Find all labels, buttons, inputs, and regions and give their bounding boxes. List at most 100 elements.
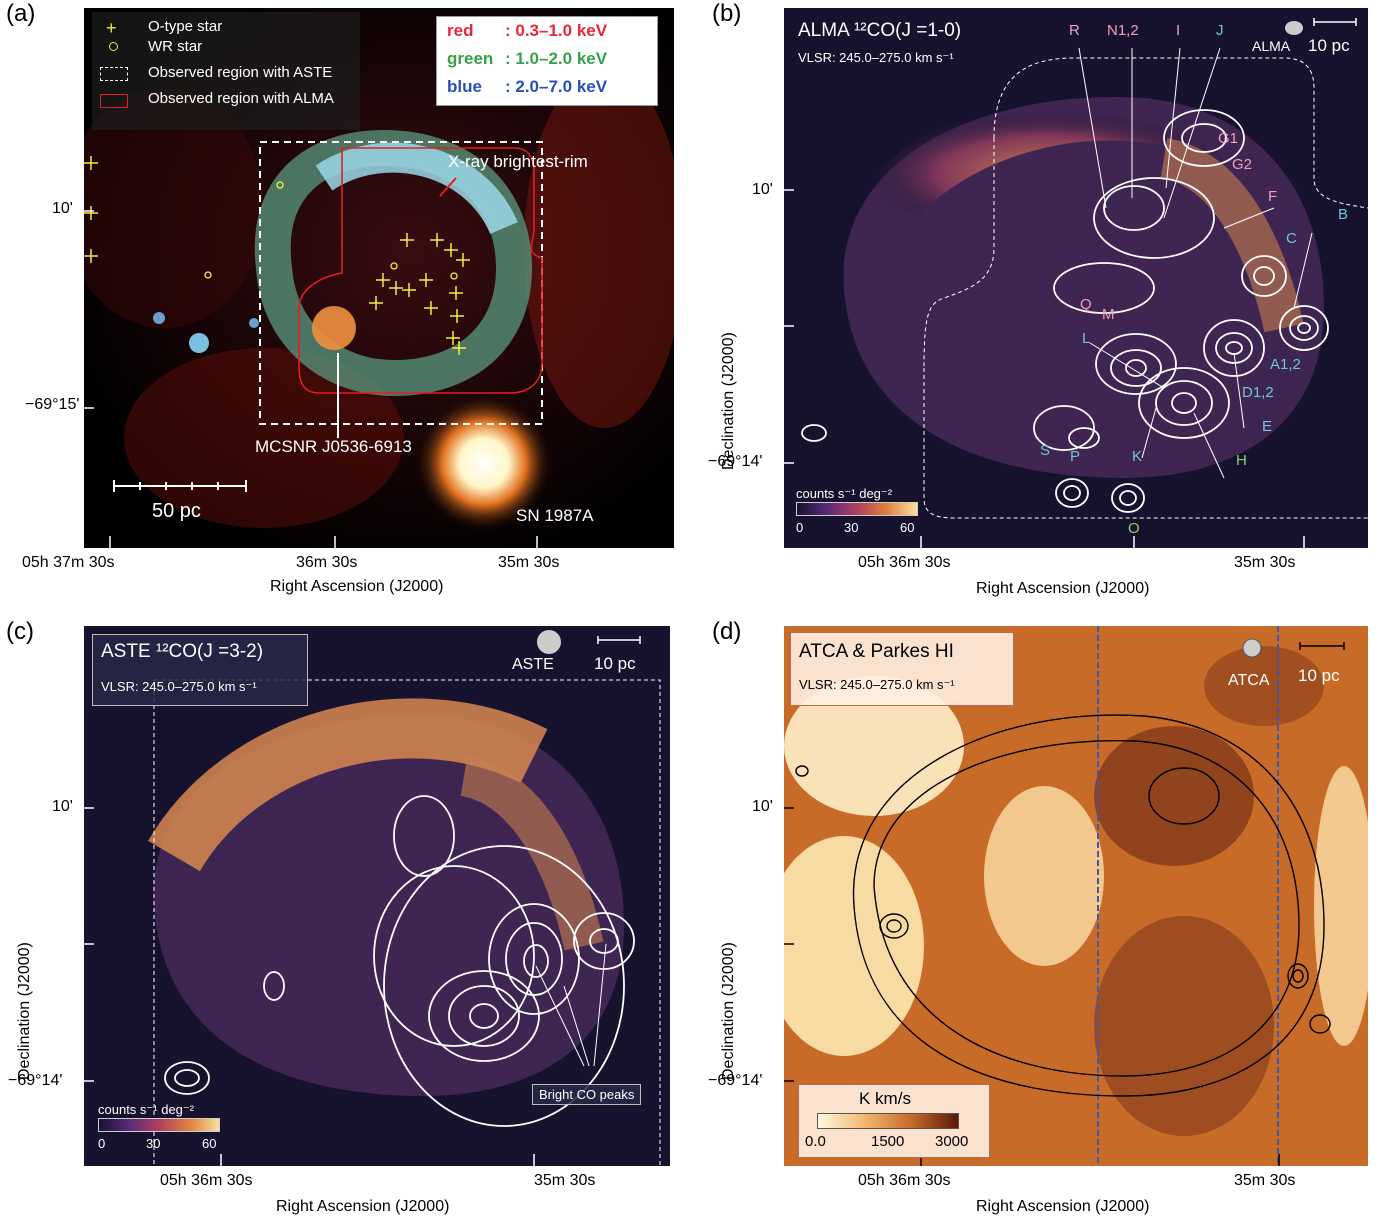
d-xtick-2: 35m 30s — [1234, 1172, 1296, 1189]
panel-d-title-box: ATCA & Parkes HI VLSR: 245.0–275.0 km s⁻… — [790, 632, 1014, 706]
c-title: ASTE ¹²CO(J =3-2) — [101, 641, 264, 662]
a-xtick-1: 05h 37m 30s — [22, 554, 115, 571]
legend-aste: Observed region with ASTE — [148, 64, 333, 81]
c-xlabel: Right Ascension (J2000) — [276, 1198, 450, 1215]
c-vlsr: VLSR: 245.0–275.0 km s⁻¹ — [101, 679, 257, 694]
sn1987a-annotation: SN 1987A — [516, 506, 594, 525]
panel-d-hi-image — [784, 626, 1368, 1166]
bright-co-peaks-label: Bright CO peaks — [532, 1084, 642, 1105]
snr-annotation: MCSNR J0536-6913 — [255, 437, 412, 456]
d-colorbar: K km/s 0.0 1500 3000 — [798, 1084, 990, 1158]
d-ytick-10: 10' — [752, 798, 773, 815]
d-ytick-14: −69°14' — [708, 1072, 763, 1089]
cloud-label-q: Q — [1080, 296, 1092, 313]
c-xtick-1: 05h 36m 30s — [160, 1172, 253, 1189]
b-title: ALMA ¹²CO(J =1-0) — [798, 20, 962, 41]
cloud-label-k: K — [1132, 448, 1143, 465]
c-ytick-14: −69°14' — [8, 1072, 63, 1089]
d-colorbar-gradient — [817, 1113, 959, 1129]
energy-green-range: : 1.0–2.0 keV — [505, 49, 608, 68]
cloud-label-o: O — [1128, 520, 1140, 537]
b-ylabel: Declination (J2000) — [720, 332, 737, 470]
legend-otype: O-type star — [148, 18, 223, 35]
d-xlabel: Right Ascension (J2000) — [976, 1198, 1150, 1215]
wr-star-marker-icon — [109, 42, 118, 51]
energy-red: red — [447, 21, 474, 40]
cloud-label-g1: G1 — [1218, 130, 1239, 147]
b-colorbar: counts s⁻¹ deg⁻² 0 30 60 — [796, 486, 918, 535]
cloud-label-h: H — [1236, 452, 1247, 469]
panel-c-letter: (c) — [6, 618, 34, 645]
cloud-label-p: P — [1070, 448, 1081, 465]
a-xtick-2: 36m 30s — [296, 554, 358, 571]
panel-b-letter: (b) — [712, 0, 742, 27]
d-cbar-tick-1500: 1500 — [871, 1133, 905, 1150]
d-title: ATCA & Parkes HI — [799, 641, 954, 662]
a-xlabel: Right Ascension (J2000) — [270, 578, 444, 595]
cloud-label-j: J — [1216, 22, 1224, 39]
cloud-label-d12: D1,2 — [1242, 384, 1274, 401]
b-xtick-1: 05h 36m 30s — [858, 554, 951, 571]
c-scale-label: 10 pc — [594, 654, 636, 673]
b-colorbar-gradient — [796, 502, 918, 516]
energy-green: green — [447, 49, 494, 68]
d-colorbar-label: K km/s — [859, 1089, 911, 1108]
cloud-label-m: M — [1102, 306, 1115, 323]
panel-a-energy-legend: red : 0.3–1.0 keV green : 1.0–2.0 keV bl… — [436, 16, 658, 106]
b-scale-label: 10 pc — [1308, 36, 1350, 55]
c-ylabel: Declination (J2000) — [16, 942, 33, 1080]
b-colorbar-label: counts s⁻¹ deg⁻² — [796, 486, 893, 501]
b-cbar-tick-30: 30 — [844, 520, 859, 535]
rim-annotation: X-ray brightest-rim — [448, 152, 588, 171]
d-cbar-tick-3000: 3000 — [935, 1133, 969, 1150]
energy-blue-range: : 2.0–7.0 keV — [505, 77, 608, 96]
d-cbar-tick-0: 0.0 — [805, 1133, 826, 1150]
c-beam-label: ASTE — [512, 656, 554, 673]
energy-red-range: : 0.3–1.0 keV — [505, 21, 608, 40]
d-xtick-1: 05h 36m 30s — [858, 1172, 951, 1189]
b-ytick-14: −69°14' — [708, 453, 763, 470]
c-colorbar-gradient — [98, 1118, 220, 1132]
a-xtick-3: 35m 30s — [498, 554, 560, 571]
b-ytick-10: 10' — [752, 181, 773, 198]
alma-region-swatch — [100, 94, 128, 108]
cloud-label-l: L — [1082, 330, 1091, 347]
legend-alma: Observed region with ALMA — [148, 90, 334, 107]
c-colorbar-label: counts s⁻¹ deg⁻² — [98, 1102, 195, 1117]
cloud-label-g2: G2 — [1232, 156, 1253, 173]
aste-region-swatch — [100, 67, 128, 81]
panel-c-title-box: ASTE ¹²CO(J =3-2) VLSR: 245.0–275.0 km s… — [92, 634, 308, 706]
c-cbar-tick-30: 30 — [146, 1136, 161, 1151]
d-beam-label: ATCA — [1228, 672, 1270, 689]
cloud-label-f: F — [1268, 188, 1278, 205]
c-cbar-tick-60: 60 — [202, 1136, 217, 1151]
legend-wr: WR star — [148, 38, 203, 55]
b-xtick-2: 35m 30s — [1234, 554, 1296, 571]
b-xlabel: Right Ascension (J2000) — [976, 580, 1150, 597]
cloud-label-r: R — [1069, 22, 1080, 39]
cloud-label-e: E — [1262, 418, 1273, 435]
a-ytick-10: 10' — [52, 200, 73, 217]
cloud-label-s: S — [1040, 442, 1051, 459]
panel-a-legend: + O-type star WR star Observed region wi… — [92, 12, 360, 130]
d-vlsr: VLSR: 245.0–275.0 km s⁻¹ — [799, 677, 955, 692]
cloud-label-c: C — [1286, 230, 1297, 247]
c-xtick-2: 35m 30s — [534, 1172, 596, 1189]
panel-b-title-box: ALMA ¹²CO(J =1-0) VLSR: 245.0–275.0 km s… — [790, 16, 1016, 86]
c-cbar-tick-0: 0 — [98, 1136, 106, 1151]
panel-d-letter: (d) — [712, 618, 742, 645]
o-star-marker-icon: + — [106, 18, 117, 38]
b-vlsr: VLSR: 245.0–275.0 km s⁻¹ — [798, 50, 954, 65]
d-scale-label: 10 pc — [1298, 666, 1340, 685]
b-cbar-tick-0: 0 — [796, 520, 804, 535]
energy-blue: blue — [447, 77, 482, 96]
cloud-label-a12: A1,2 — [1270, 356, 1301, 373]
panel-c-aste-image — [84, 626, 670, 1166]
b-cbar-tick-60: 60 — [900, 520, 915, 535]
c-ytick-10: 10' — [52, 798, 73, 815]
scale-bar-label: 50 pc — [152, 500, 201, 522]
a-ytick-15: −69°15' — [25, 396, 80, 413]
c-colorbar: counts s⁻¹ deg⁻² 0 30 60 — [98, 1102, 220, 1151]
cloud-label-i: I — [1176, 22, 1181, 39]
panel-b-alma-image — [784, 8, 1368, 548]
